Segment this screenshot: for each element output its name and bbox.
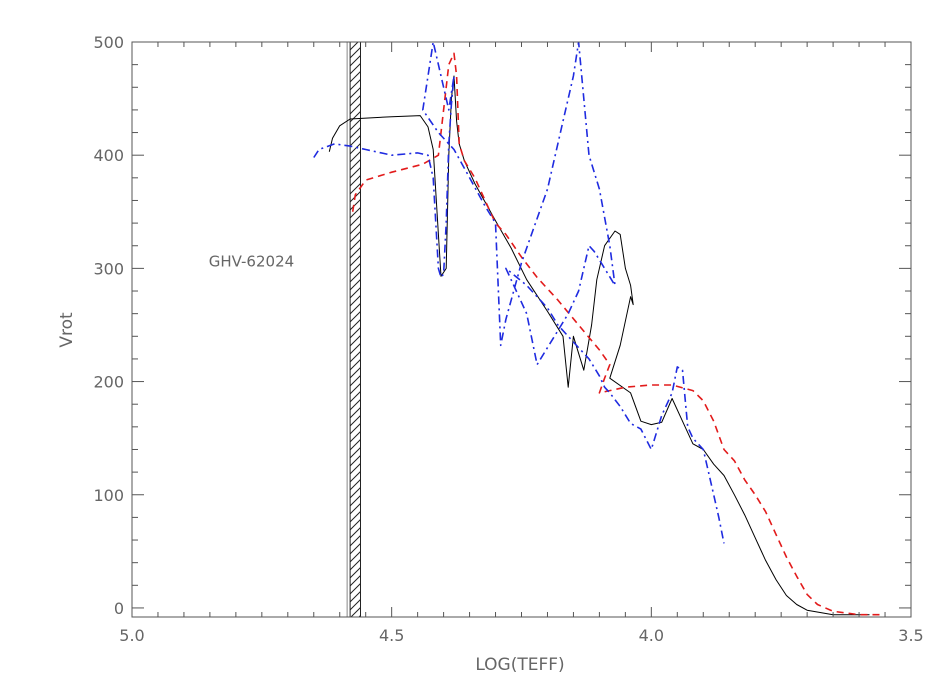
- x-tick-label: 4.5: [379, 626, 404, 645]
- tick-marks: [131, 41, 912, 617]
- x-axis-label: LOG(TEFF): [475, 655, 564, 675]
- tick-labels: 5.0 4.5 4.0 3.5 0 100 200 300 400 500: [93, 33, 923, 645]
- y-tick-label: 400: [93, 146, 124, 165]
- series-group: [313, 42, 880, 616]
- y-axis-label: Vrot: [57, 312, 77, 348]
- hatched-band: [349, 41, 362, 618]
- shaded-band: [346, 41, 362, 618]
- y-tick-label: 500: [93, 33, 124, 52]
- series-line-1: [328, 75, 870, 616]
- series-line-2: [351, 52, 880, 616]
- annotation-label: GHV-62024: [209, 252, 294, 270]
- y-tick-label: 0: [114, 599, 124, 618]
- x-tick-label: 4.0: [639, 626, 664, 645]
- y-tick-label: 200: [93, 373, 124, 392]
- y-tick-label: 300: [93, 259, 124, 278]
- y-tick-label: 100: [93, 486, 124, 505]
- x-tick-label: 3.5: [898, 626, 923, 645]
- plot-frame: [131, 41, 912, 618]
- series-line-3: [313, 42, 725, 544]
- x-tick-label: 5.0: [119, 626, 144, 645]
